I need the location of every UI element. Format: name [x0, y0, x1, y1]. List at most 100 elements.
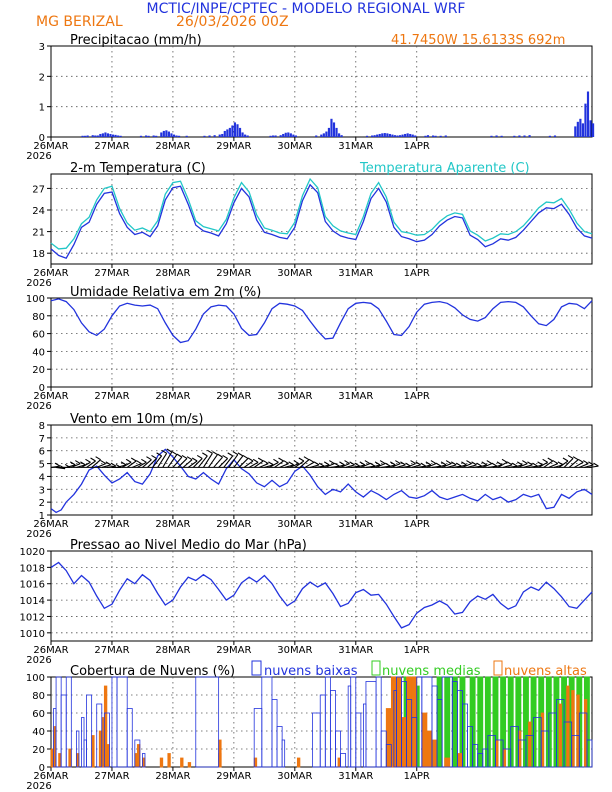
precip-bar: [576, 121, 579, 137]
legend-low-label: nuvens baixas: [264, 664, 358, 679]
precip-bar: [431, 135, 435, 137]
wind-barb-flag: [440, 461, 447, 466]
wind-barb: [462, 463, 472, 468]
wind-barb: [589, 465, 599, 468]
cloud-high-bar: [167, 753, 171, 768]
wind-barb-flag: [237, 452, 244, 457]
wind-barb-flag: [85, 458, 91, 463]
wind-barb-flag: [471, 461, 477, 466]
cloud-high-bar: [159, 757, 164, 768]
wind-barb-flag: [166, 448, 173, 453]
wind-barb: [396, 464, 406, 468]
cloud-low-bar: [75, 730, 80, 768]
wind-barb-flag: [389, 461, 396, 466]
wind-ytick-label-4: 5: [39, 460, 45, 471]
wind-barb: [482, 463, 493, 468]
rh-series-0-line: [50, 298, 593, 344]
wind-marks: 1 2 3 45 6 7 8 26MAR 27MAR 28MAR 29MAR 30MAR 31MAR 1A…: [26, 421, 599, 540]
pressure-xtick-label-6: 1APR: [404, 645, 430, 656]
wind-barb: [152, 455, 163, 468]
precip-bar: [414, 135, 417, 137]
cloud-low-bar: [385, 744, 392, 768]
precip-bar: [119, 135, 122, 137]
wind-barb-flag: [278, 457, 284, 462]
wind-barb-flag: [552, 460, 559, 465]
precip-xtick-label-4: 30MAR: [277, 141, 312, 152]
wind-barb-flag: [273, 458, 279, 463]
precip-bar: [513, 135, 516, 137]
pressure-xtick-label-2: 28MAR: [155, 645, 190, 656]
wind-barb-flag: [171, 451, 178, 456]
wind-barb-flag: [212, 451, 218, 456]
pressure-frame: [50, 550, 593, 642]
cloud-mid-bar: [451, 676, 458, 768]
pressure-ytick-label-1: 1012: [20, 612, 45, 623]
cloud-low-bar: [375, 676, 382, 768]
clouds-xtick-label-6: 1APR: [404, 771, 430, 782]
precip-bar: [162, 130, 165, 137]
wind-barb-flag: [542, 458, 548, 463]
temp-apparent-legend: Temperatura Aparente (C): [359, 161, 530, 176]
precip-bar: [378, 133, 381, 137]
precip-bar: [386, 133, 389, 137]
precip-bar: [340, 135, 343, 137]
wind-barb-flag: [283, 460, 289, 465]
wind-barb: [147, 458, 157, 468]
precip-bar: [584, 103, 587, 137]
precip-bar: [553, 135, 557, 137]
precip-bar: [177, 135, 181, 137]
cloud-low-bar: [195, 676, 220, 768]
rh-xtick-label-0: 26MAR: [33, 391, 68, 402]
clouds-ytick-label-3: 60: [32, 709, 45, 720]
precip-bar: [284, 132, 287, 137]
wind-barb: [71, 463, 81, 468]
precip-xtick-label-1: 27MAR: [94, 141, 129, 152]
precip-xtick-label-2: 28MAR: [155, 141, 190, 152]
cloud-low-bar: [586, 739, 593, 768]
precip-bar: [233, 122, 237, 137]
clouds-year-label: 2026: [26, 781, 51, 792]
wind-barb: [447, 464, 457, 468]
precip-bar: [155, 135, 158, 137]
precip-bar: [81, 135, 84, 137]
temp-xtick-label-2: 28MAR: [155, 268, 190, 279]
wind-barb: [386, 464, 396, 468]
wind-barb-flag: [95, 456, 101, 461]
wind-barb-flag: [410, 460, 416, 465]
precip-ytick-label-2: 2: [39, 72, 45, 83]
rh-title: Umidade Relativa em 2m (%): [70, 285, 261, 300]
wind-barb-flag: [217, 453, 223, 458]
wind-barb: [375, 463, 386, 468]
wind-ytick-label-6: 7: [39, 434, 45, 445]
cloud-high-bar: [401, 717, 407, 768]
wind-barb-flag: [430, 460, 437, 465]
precip-bar: [160, 132, 163, 137]
wind-barb: [355, 464, 365, 468]
precip-bar: [114, 134, 117, 137]
wind-barb-flag: [125, 458, 132, 463]
cloud-low-bar: [355, 712, 362, 768]
precip-bar: [396, 135, 399, 137]
temp-xtick-label-4: 30MAR: [277, 268, 312, 279]
wind-barb: [157, 452, 168, 468]
wind-barb-flag: [344, 460, 350, 465]
wind-barb-flag: [425, 461, 432, 466]
wind-barb-flag: [486, 460, 493, 465]
cloud-low-bar: [103, 712, 110, 768]
wind-barb-flag: [567, 454, 574, 459]
cloud-high-bar: [566, 685, 570, 768]
wind-barb: [426, 463, 437, 468]
precip-bar: [338, 133, 341, 137]
pressure-ytick-label-5: 1020: [20, 547, 45, 558]
wind-barb: [142, 459, 152, 468]
wind-barb: [269, 461, 279, 468]
precip-bar: [371, 135, 374, 137]
rh-frame: [50, 297, 593, 388]
clouds-panel: Cobertura de Nuvens (%) nuvens baixas nu…: [50, 660, 593, 768]
precip-bar: [144, 135, 148, 137]
precip-bar: [401, 134, 404, 137]
wind-barb-flag: [435, 462, 442, 467]
wind-frame: [50, 424, 593, 516]
precip-bar: [327, 127, 331, 137]
wind-barb: [228, 454, 239, 468]
